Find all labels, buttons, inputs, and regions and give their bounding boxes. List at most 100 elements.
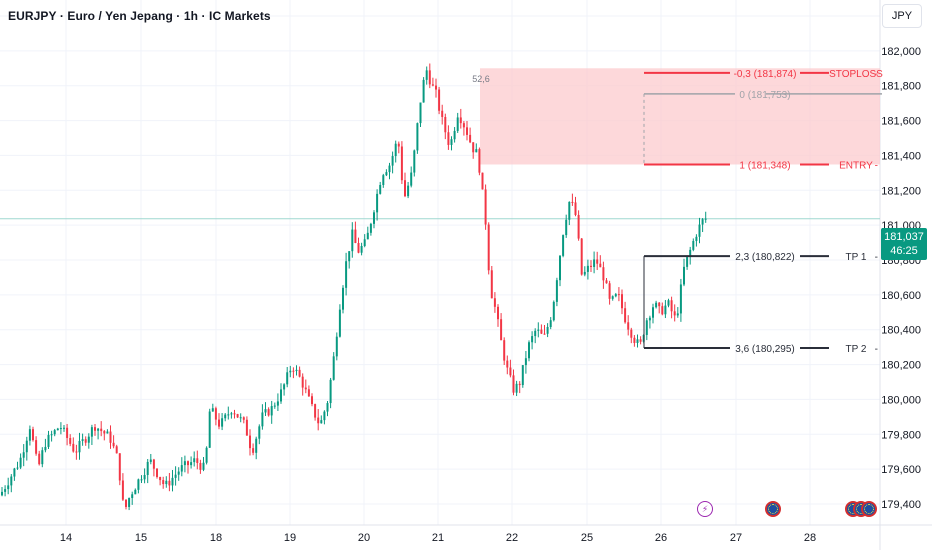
candle-body: [84, 439, 87, 443]
candle-body: [109, 431, 112, 443]
candle-body: [261, 412, 264, 427]
candle-body: [652, 307, 654, 318]
candle-body: [596, 259, 599, 264]
candle-body: [81, 439, 84, 441]
candle-body: [676, 313, 679, 316]
candle-body: [630, 329, 633, 338]
candle-body: [214, 408, 217, 420]
candle-body: [78, 440, 81, 453]
candle-body: [227, 414, 230, 416]
candle-body: [236, 414, 239, 418]
candle-body: [329, 379, 332, 404]
candle-body: [670, 300, 673, 312]
candle-body: [59, 428, 62, 430]
candle-body: [571, 201, 574, 203]
candle-body: [224, 414, 227, 419]
candle-body: [50, 434, 53, 436]
candle-body: [413, 150, 416, 173]
y-tick-label: 181,400: [881, 150, 921, 162]
candle-body: [559, 255, 561, 281]
candle-body: [605, 280, 608, 284]
level-label: -0,3 (181,874): [734, 69, 797, 80]
candle-body: [481, 172, 484, 190]
candle-body: [599, 263, 602, 268]
candle-body: [639, 339, 642, 342]
candle-body: [450, 139, 453, 145]
candle-body: [658, 302, 661, 307]
candle-body: [478, 149, 481, 173]
candle-body: [667, 300, 670, 306]
candle-body: [568, 201, 571, 220]
candle-body: [115, 446, 118, 454]
candle-body: [509, 367, 512, 376]
candle-body: [394, 143, 397, 157]
candle-body: [695, 236, 698, 241]
candle-body: [376, 193, 379, 213]
candle-body: [391, 156, 394, 166]
country-flag-icon[interactable]: [765, 501, 781, 517]
candle-body: [323, 411, 326, 421]
x-tick-label: 18: [210, 532, 222, 544]
candle-body: [326, 403, 329, 412]
candle-body: [552, 301, 555, 321]
candle-body: [332, 356, 335, 380]
candle-body: [444, 116, 447, 133]
x-tick-label: 25: [581, 532, 593, 544]
candle-body: [199, 463, 202, 470]
candle-body: [4, 489, 7, 492]
level-label: 0 (181,753): [739, 90, 790, 101]
level-label: 3,6 (180,295): [735, 344, 795, 355]
candle-body: [704, 218, 707, 220]
candle-body: [69, 437, 72, 444]
candle-body: [583, 271, 586, 275]
candle-body: [611, 296, 614, 299]
y-tick-label: 181,800: [881, 81, 921, 93]
candle-body: [447, 132, 450, 145]
candle-body: [183, 461, 186, 466]
candle-body: [1, 491, 3, 496]
x-tick-label: 19: [284, 532, 296, 544]
y-tick-label: 180,600: [881, 290, 921, 302]
y-tick-label: 181,200: [881, 185, 921, 197]
candle-body: [515, 383, 518, 393]
currency-button[interactable]: JPY: [882, 4, 922, 28]
candle-body: [354, 229, 357, 244]
candle-body: [633, 337, 636, 343]
candle-body: [239, 417, 242, 419]
candle-body: [304, 387, 307, 390]
candle-body: [292, 370, 295, 372]
y-tick-label: 179,600: [881, 464, 921, 476]
candle-body: [121, 480, 124, 500]
y-tick-label: 180,400: [881, 325, 921, 337]
candle-body: [143, 474, 146, 480]
y-tick-label: 179,400: [881, 499, 921, 511]
candle-body: [118, 453, 121, 481]
candle-body: [524, 358, 527, 366]
candle-body: [221, 418, 224, 427]
candle-body: [357, 243, 360, 253]
candle-body: [586, 265, 589, 272]
candle-body: [438, 89, 441, 111]
candle-body: [307, 389, 310, 397]
level-tag: ENTRY: [839, 160, 873, 171]
chart-title: EURJPY · Euro / Yen Jepang · 1h · IC Mar…: [8, 9, 271, 23]
x-tick-label: 20: [358, 532, 370, 544]
candle-body: [196, 458, 199, 464]
flash-event-icon[interactable]: ⚡: [697, 501, 713, 517]
candle-body: [335, 336, 338, 357]
candle-body: [103, 431, 106, 434]
candle-body: [400, 146, 403, 181]
candle-body: [152, 459, 155, 469]
candle-body: [416, 123, 419, 151]
candle-body: [435, 85, 437, 90]
candle-body: [28, 429, 31, 441]
candle-body: [205, 447, 208, 463]
candle-body: [56, 428, 59, 431]
candle-body: [171, 477, 174, 486]
candle-body: [475, 149, 478, 153]
level-label: 2,3 (180,822): [735, 252, 795, 263]
candle-body: [493, 298, 496, 307]
country-flag-icon[interactable]: [861, 501, 877, 517]
